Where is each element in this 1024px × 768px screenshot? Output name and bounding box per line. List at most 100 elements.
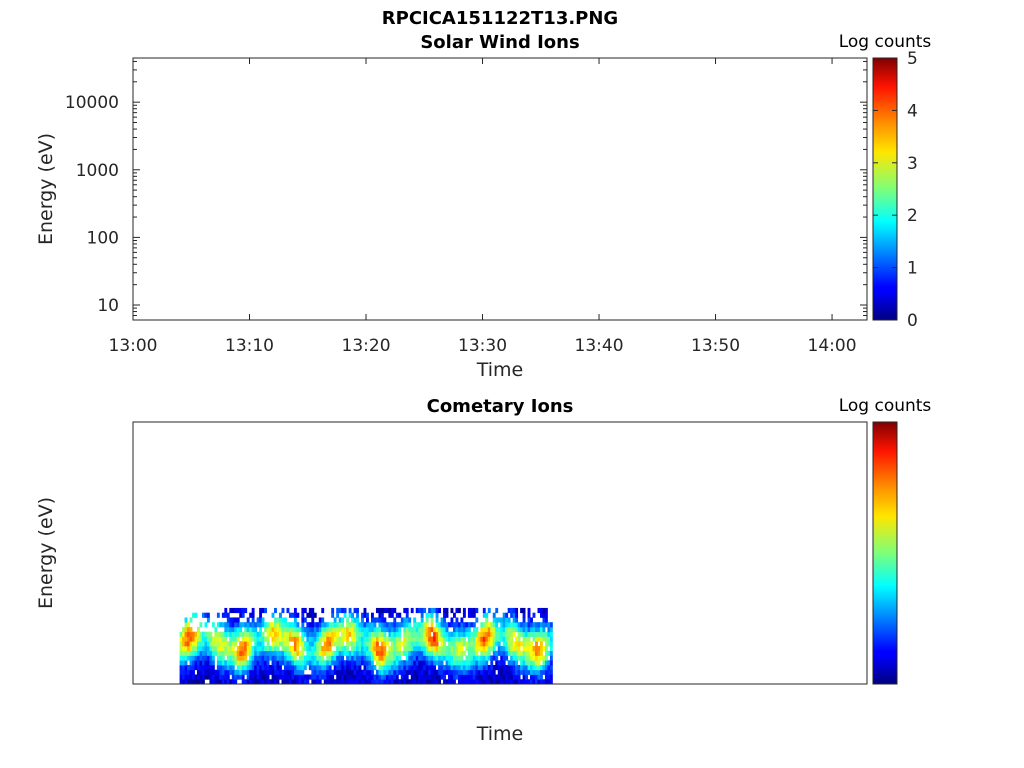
spectrogram-cell [351, 612, 354, 618]
spectrogram-cell [241, 650, 245, 656]
spectrogram-cell [201, 655, 205, 661]
spectrogram-cell [189, 664, 193, 671]
spectrogram-cell [269, 650, 272, 656]
spectrogram-cell [209, 679, 213, 684]
spectrogram-cell [378, 679, 382, 684]
spectrogram-cell [492, 645, 496, 652]
spectrogram-cell [482, 650, 486, 656]
spectrogram-cell [433, 626, 437, 633]
spectrogram-cell [246, 650, 250, 656]
spectrogram-cell [544, 607, 548, 614]
spectrogram-cell [445, 669, 449, 675]
spectrogram-cell [375, 645, 379, 652]
spectrogram-cell [450, 641, 454, 647]
spectrogram-cell [440, 664, 444, 671]
spectrogram-cell [353, 607, 357, 614]
spectrogram-cell [418, 669, 422, 675]
spectrogram-cell [470, 660, 474, 666]
spectrogram-cell [455, 636, 459, 642]
spectrogram-cell [211, 655, 215, 661]
spectrogram-cell [216, 664, 220, 671]
spectrogram-cell [231, 655, 235, 661]
spectrogram-cell [321, 655, 325, 661]
spectrogram-cell [428, 664, 432, 671]
spectrogram-cell [231, 636, 235, 642]
spectrogram-cell [192, 650, 195, 656]
spectrogram-cell [448, 669, 451, 675]
spectrogram-cell [338, 669, 342, 675]
spectrogram-cell [522, 631, 526, 637]
spectrogram-cell [276, 674, 280, 680]
spectrogram-cell [239, 650, 243, 656]
spectrogram-cell [453, 636, 456, 642]
spectrogram-cell [445, 679, 449, 684]
spectrogram-cell [408, 650, 412, 656]
spectrogram-cell [266, 626, 270, 633]
spectrogram-cell [502, 674, 506, 680]
spectrogram-cell [256, 641, 260, 647]
spectrogram-cell [462, 669, 466, 675]
spectrogram-cell [288, 674, 292, 680]
spectrogram-cell [303, 664, 307, 671]
spectrogram-cell [194, 612, 198, 618]
spectrogram-cell [495, 622, 499, 628]
spectrogram-cell [378, 617, 382, 623]
spectrogram-cell [512, 617, 516, 623]
spectrogram-cell [544, 660, 548, 666]
spectrogram-cell [435, 622, 439, 628]
spectrogram-cell [423, 669, 427, 675]
spectrogram-cell [264, 674, 267, 680]
spectrogram-cell [298, 669, 302, 675]
spectrogram-cell [187, 669, 190, 675]
spectrogram-cell [246, 631, 250, 637]
spectrogram-cell [398, 669, 402, 675]
spectrogram-cell [482, 645, 486, 652]
spectrogram-cell [370, 655, 374, 661]
spectrogram-cell [274, 636, 277, 642]
spectrogram-cell [259, 674, 263, 680]
spectrogram-cell [413, 626, 417, 633]
spectrogram-cell [288, 655, 292, 661]
spectrogram-cell [187, 636, 190, 642]
spectrogram-cell [259, 607, 263, 614]
spectrogram-cell [472, 607, 476, 614]
spectrogram-cell [445, 660, 449, 666]
spectrogram-cell [229, 607, 233, 614]
spectrogram-cell [361, 617, 364, 623]
spectrogram-cell [368, 641, 372, 647]
spectrogram-cell [204, 674, 208, 680]
spectrogram-cell [336, 660, 340, 666]
spectrogram-cell [462, 622, 466, 628]
spectrogram-cell [465, 626, 469, 633]
spectrogram-cell [522, 622, 526, 628]
spectrogram-cell [435, 626, 439, 633]
spectrogram-cell [505, 636, 509, 642]
spectrogram-cell [301, 674, 305, 680]
spectrogram-cell [316, 645, 320, 652]
spectrogram-cell [520, 631, 524, 637]
spectrogram-cell [408, 641, 412, 647]
spectrogram-cell [192, 631, 195, 637]
spectrogram-cell [500, 679, 504, 684]
spectrogram-cell [209, 664, 213, 671]
spectrogram-cell [477, 679, 481, 684]
spectrogram-cell [390, 641, 394, 647]
spectrogram-cell [271, 669, 275, 675]
spectrogram-cell [236, 660, 240, 666]
spectrogram-cell [490, 626, 494, 633]
spectrogram-cell [435, 641, 439, 647]
spectrogram-cell [291, 674, 295, 680]
panel-title: Cometary Ions [427, 396, 574, 417]
spectrogram-cell [269, 664, 272, 671]
spectrogram-cell [425, 655, 429, 661]
spectrogram-cell [540, 636, 543, 642]
spectrogram-cell [184, 645, 188, 652]
spectrogram-cell [453, 631, 456, 637]
spectrogram-cell [530, 645, 533, 652]
spectrogram-cell [453, 650, 456, 656]
spectrogram-cell [187, 645, 190, 652]
spectrogram-cell [423, 645, 427, 652]
spectrogram-cell [445, 650, 449, 656]
spectrogram-cell [239, 612, 243, 618]
spectrogram-cell [276, 660, 280, 666]
